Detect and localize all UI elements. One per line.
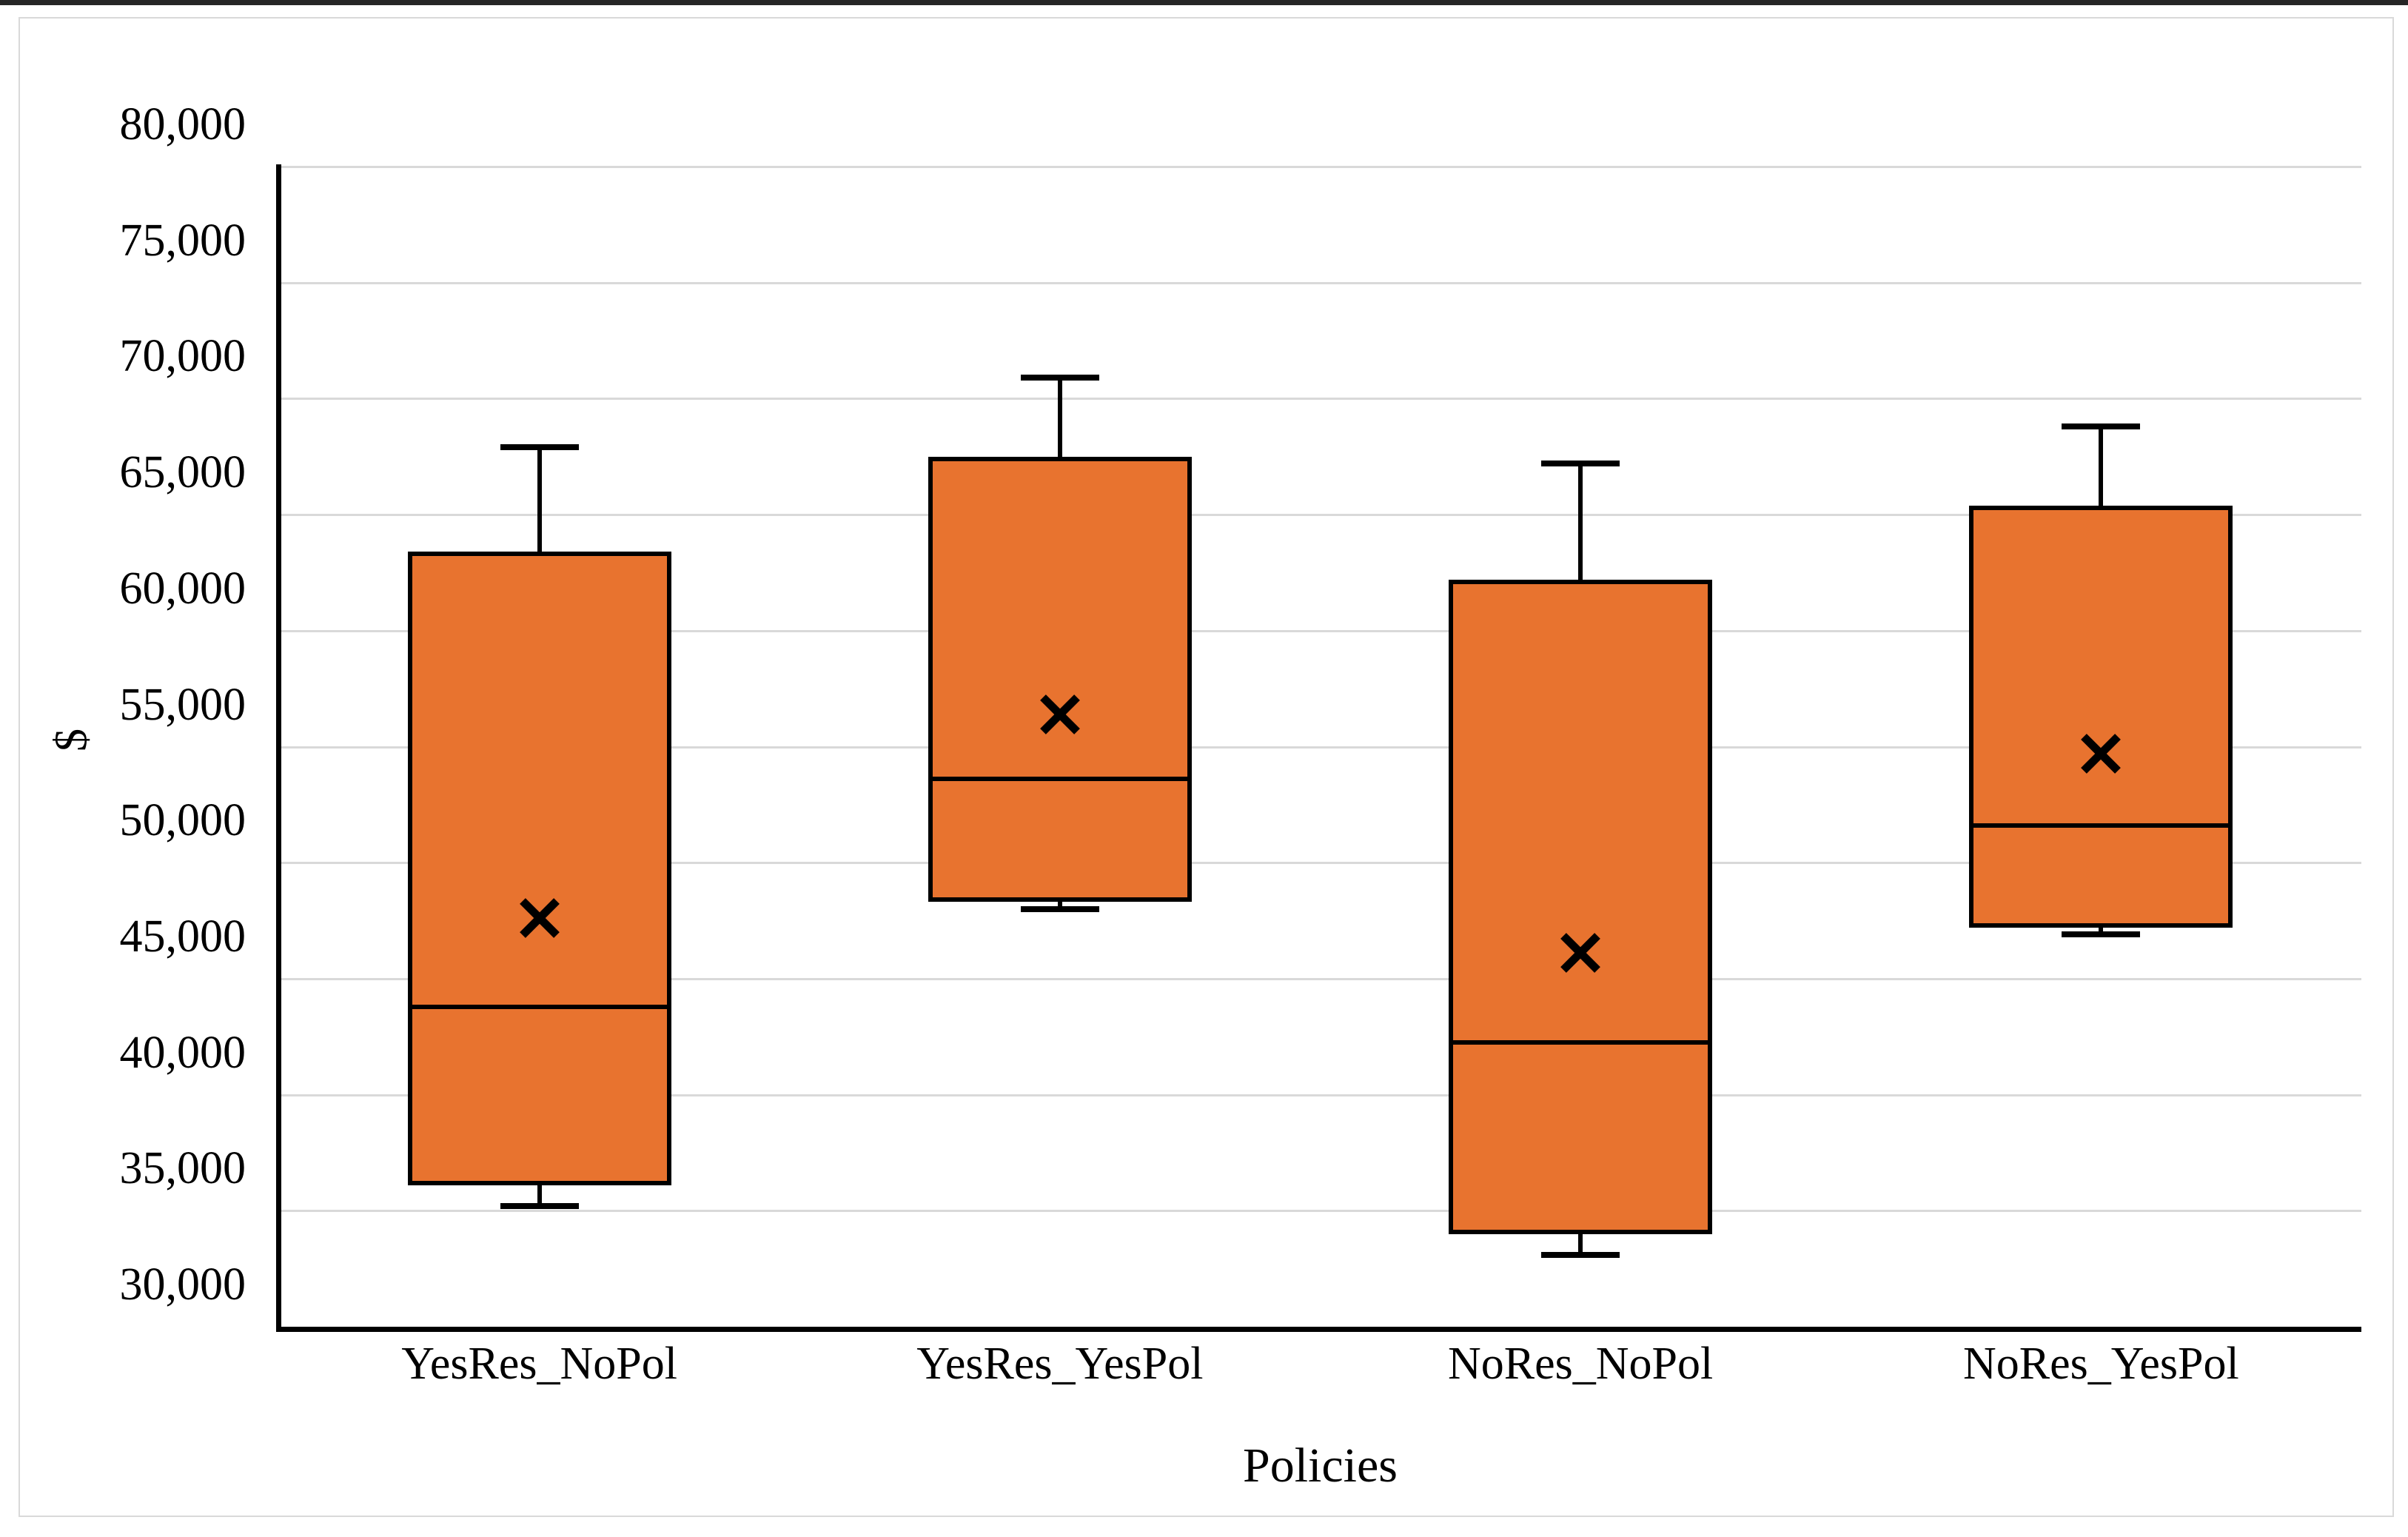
median-NoRes_NoPol xyxy=(1449,1040,1713,1045)
whisker-cap-min-YesRes_NoPol xyxy=(500,1203,579,1210)
gridline xyxy=(279,862,2361,865)
mean-marker-NoRes_YesPol xyxy=(2079,732,2122,775)
y-tick-label: 75,000 xyxy=(119,215,246,266)
box-NoRes_NoPol xyxy=(1449,579,1713,1234)
window-top-edge xyxy=(0,0,2408,5)
whisker-upper-NoRes_NoPol xyxy=(1578,463,1583,580)
whisker-cap-min-NoRes_NoPol xyxy=(1541,1251,1620,1258)
whisker-cap-max-NoRes_NoPol xyxy=(1541,461,1620,467)
whisker-cap-min-YesRes_YesPol xyxy=(1020,905,1099,912)
y-tick-label: 65,000 xyxy=(119,447,246,498)
y-axis-line xyxy=(276,164,281,1332)
whisker-cap-max-YesRes_NoPol xyxy=(500,444,579,451)
whisker-upper-NoRes_YesPol xyxy=(2099,426,2104,506)
x-category-label: NoRes_YesPol xyxy=(1963,1339,2239,1389)
gridline xyxy=(279,166,2361,168)
y-tick-label: 30,000 xyxy=(119,1259,246,1310)
y-tick-label: 70,000 xyxy=(119,331,246,382)
whisker-lower-NoRes_YesPol xyxy=(2099,927,2104,935)
whisker-cap-min-NoRes_YesPol xyxy=(2062,931,2141,938)
median-YesRes_YesPol xyxy=(928,777,1192,782)
whisker-lower-NoRes_NoPol xyxy=(1578,1233,1583,1255)
whisker-lower-YesRes_YesPol xyxy=(1057,902,1062,909)
gridline xyxy=(279,398,2361,401)
whisker-lower-YesRes_NoPol xyxy=(537,1185,542,1207)
whisker-cap-max-YesRes_YesPol xyxy=(1020,375,1099,381)
gridline xyxy=(279,629,2361,632)
mean-marker-NoRes_NoPol xyxy=(1559,931,1602,974)
mean-marker-YesRes_YesPol xyxy=(1039,693,1081,736)
y-tick-label: 60,000 xyxy=(119,563,246,614)
x-category-label: YesRes_NoPol xyxy=(401,1339,677,1389)
gridline xyxy=(279,746,2361,749)
x-axis-title: Policies xyxy=(1243,1439,1398,1493)
gridline xyxy=(279,281,2361,284)
box-YesRes_YesPol xyxy=(928,456,1192,903)
gridline xyxy=(279,514,2361,517)
x-category-label: NoRes_NoPol xyxy=(1447,1339,1714,1389)
y-tick-label: 50,000 xyxy=(119,795,246,846)
mean-marker-YesRes_NoPol xyxy=(518,897,561,940)
box-YesRes_NoPol xyxy=(407,552,671,1185)
x-category-label: YesRes_YesPol xyxy=(916,1339,1204,1389)
y-tick-label: 80,000 xyxy=(119,99,246,150)
boxplot-chart: $ Policies 30,000 35,000 40,000 45,000 50,00… xyxy=(20,19,2392,1516)
chart-container: $ Policies 30,000 35,000 40,000 45,000 50,00… xyxy=(19,17,2394,1517)
gridline xyxy=(279,977,2361,980)
gridline xyxy=(279,1094,2361,1096)
median-NoRes_YesPol xyxy=(1969,823,2233,828)
x-axis-line xyxy=(276,1327,2361,1332)
gridline xyxy=(279,1210,2361,1213)
y-tick-label: 40,000 xyxy=(119,1027,246,1078)
y-tick-label: 55,000 xyxy=(119,679,246,730)
whisker-upper-YesRes_NoPol xyxy=(537,447,542,552)
median-YesRes_NoPol xyxy=(407,1004,671,1009)
box-NoRes_YesPol xyxy=(1969,505,2233,928)
whisker-upper-YesRes_YesPol xyxy=(1057,378,1062,457)
y-tick-label: 35,000 xyxy=(119,1143,246,1194)
whisker-cap-max-NoRes_YesPol xyxy=(2062,423,2141,429)
y-tick-label: 45,000 xyxy=(119,911,246,962)
